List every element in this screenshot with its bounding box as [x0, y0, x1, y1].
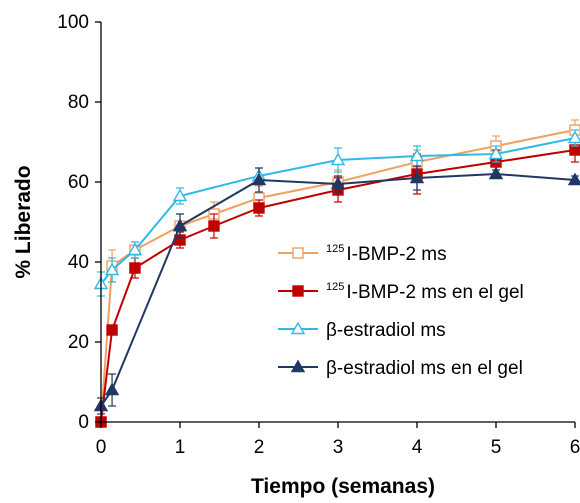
- data-point: [106, 324, 118, 336]
- legend-label-superscript: 125: [326, 243, 344, 255]
- legend-marker: [292, 247, 304, 259]
- data-point: [251, 172, 267, 186]
- series-layer: [93, 119, 580, 428]
- legend-label-main: β-estradiol ms en el gel: [326, 358, 523, 379]
- series-line: [100, 172, 576, 407]
- data-point: [208, 220, 220, 232]
- legend-label-main: I-BMP-2 ms en el gel: [346, 282, 523, 303]
- legend-item: 125 I-BMP-2 ms: [278, 243, 447, 265]
- data-point: [127, 242, 143, 256]
- legend-label: 125 I-BMP-2 ms: [326, 243, 447, 265]
- series-3: [93, 165, 580, 415]
- data-point: [104, 382, 120, 396]
- legend-label: β-estradiol ms en el gel: [326, 358, 523, 379]
- legend-label: β-estradiol ms: [326, 320, 446, 341]
- y-tick-label: 0: [78, 412, 89, 433]
- legend-label-main: β-estradiol ms: [326, 320, 446, 341]
- data-point: [567, 130, 580, 144]
- legend-label-superscript: 125: [326, 281, 344, 293]
- data-point: [409, 148, 425, 162]
- data-point: [104, 262, 120, 276]
- y-tick-label: 40: [68, 252, 89, 273]
- legend-marker: [290, 321, 306, 335]
- x-tick-label: 2: [254, 437, 265, 458]
- legend-marker: [290, 359, 306, 373]
- data-point: [409, 170, 425, 184]
- x-tick-label: 5: [491, 437, 502, 458]
- data-point: [172, 218, 188, 232]
- data-point: [330, 152, 346, 166]
- y-tick-label: 80: [68, 92, 89, 113]
- x-axis-title: Tiempo (semanas): [251, 475, 435, 498]
- legend-marker: [292, 285, 304, 297]
- legend-item: β-estradiol ms: [278, 320, 446, 341]
- legend-item: β-estradiol ms en el gel: [278, 358, 523, 379]
- x-tick-label: 0: [96, 437, 107, 458]
- legend-item: 125 I-BMP-2 ms en el gel: [278, 281, 524, 303]
- data-point: [172, 188, 188, 202]
- series-line: [100, 149, 576, 423]
- y-axis-title: % Liberado: [12, 165, 35, 278]
- data-point: [567, 172, 580, 186]
- ticks-layer: 0 20 40 60 80 100 0 1 2 3 4 5 6: [57, 12, 580, 458]
- data-point: [129, 262, 141, 274]
- data-point: [253, 202, 265, 214]
- legend-label-main: I-BMP-2 ms: [346, 244, 446, 265]
- series-2: [93, 129, 580, 297]
- data-point: [330, 176, 346, 190]
- x-tick-label: 1: [175, 437, 186, 458]
- y-tick-label: 60: [68, 172, 89, 193]
- x-tick-label: 6: [570, 437, 580, 458]
- x-tick-label: 3: [333, 437, 344, 458]
- y-tick-label: 20: [68, 332, 89, 353]
- y-tick-label: 100: [57, 12, 89, 33]
- data-point: [488, 166, 504, 180]
- legend-label: 125 I-BMP-2 ms en el gel: [326, 281, 524, 303]
- data-point: [488, 146, 504, 160]
- x-tick-label: 4: [412, 437, 423, 458]
